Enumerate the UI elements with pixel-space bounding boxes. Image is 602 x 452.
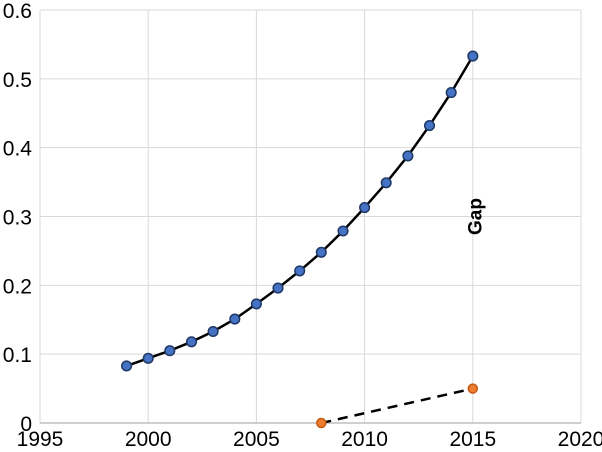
main-series-marker [423, 120, 436, 132]
main-series-marker [164, 345, 176, 357]
y-tick-label: 0.2 [3, 275, 32, 298]
main-series-marker [445, 87, 457, 99]
gap-annotation: Gap [466, 198, 487, 235]
main-series-marker [294, 265, 306, 277]
gap-series-marker [316, 417, 327, 429]
main-series-marker [207, 325, 219, 338]
main-series-marker [185, 336, 198, 348]
main-series-marker [402, 150, 414, 162]
main-series-marker [250, 298, 262, 310]
y-tick-label: 0 [20, 413, 32, 436]
gridlines [39, 9, 582, 423]
y-tick-label: 0.3 [3, 207, 32, 230]
main-series-marker [337, 225, 349, 237]
x-tick-label: 2000 [125, 428, 172, 451]
main-series [121, 50, 479, 372]
main-series-marker [380, 177, 392, 189]
x-tick-label: 2020 [558, 428, 602, 451]
main-series-marker [359, 202, 371, 214]
gap-series-marker [467, 383, 479, 394]
main-series-line [126, 55, 474, 368]
y-tick-label: 0.4 [3, 138, 33, 161]
gap-series [316, 383, 479, 429]
y-tick-label: 0.1 [3, 344, 32, 367]
gap-series-line [321, 387, 474, 425]
main-series-marker [142, 352, 154, 364]
main-series-marker [229, 313, 241, 325]
main-series-marker [121, 360, 133, 372]
main-series-marker [467, 50, 479, 62]
y-tick-label: 0.5 [3, 69, 32, 92]
x-tick-label: 1995 [17, 428, 64, 451]
y-tick-label: 0.6 [3, 0, 32, 23]
x-tick-label: 2010 [341, 428, 388, 451]
x-tick-label: 2005 [233, 428, 280, 451]
main-series-marker [272, 282, 284, 294]
axis-labels: 1995 2000 2005 2010 2015 2020 0 0.1 0.2 0.3 0.4 0.5… [3, 0, 602, 451]
main-series-marker [315, 246, 327, 258]
x-tick-label: 2015 [449, 428, 496, 451]
